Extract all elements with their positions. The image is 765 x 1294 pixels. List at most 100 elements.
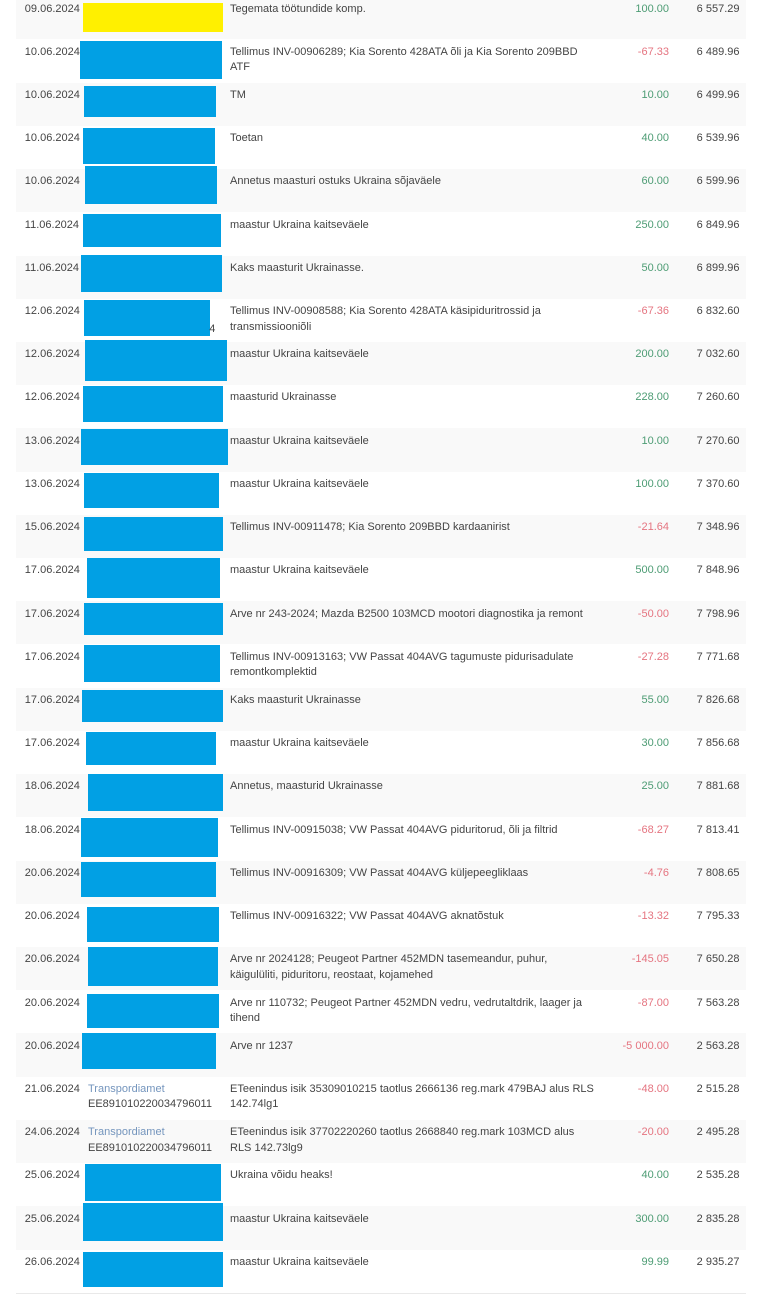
payer-name-link[interactable]: Transpordiamet	[88, 1082, 165, 1095]
transaction-date: 09.06.2024	[24, 2, 80, 15]
redaction-block-blue	[86, 557, 220, 598]
balance-after: 7 348.96	[696, 521, 740, 534]
transaction-row[interactable]: 26.06.2024 maastur Ukraina kaitseväele 9…	[16, 1250, 746, 1293]
transaction-row[interactable]: 15.06.2024 Tellimus INV-00911478; Kia So…	[16, 514, 746, 559]
transaction-amount: -20.00	[637, 1126, 669, 1139]
balance-after: 7 798.96	[696, 607, 740, 620]
transaction-amount: -27.28	[637, 650, 669, 663]
transaction-description: maastur Ukraina kaitseväele	[230, 1255, 369, 1268]
transaction-row[interactable]: 25.06.2024 Ukraina võidu heaks! 40.00 2 …	[16, 1163, 746, 1206]
transaction-row[interactable]: 20.06.2024 Arve nr 110732; Peugeot Partn…	[16, 990, 746, 1033]
transaction-row[interactable]: 21.06.2024 Transpordiamet EE891010220034…	[16, 1077, 746, 1120]
transaction-row[interactable]: 13.06.2024 maastur Ukraina kaitseväele 1…	[16, 428, 746, 472]
transaction-description: Tellimus INV-00906289; Kia Sorento 428AT…	[230, 45, 578, 74]
redaction-block-blue	[87, 773, 224, 811]
transaction-date: 25.06.2024	[24, 1169, 80, 1182]
redaction-block-blue	[84, 516, 224, 552]
transaction-date: 10.06.2024	[24, 175, 80, 188]
transaction-row[interactable]: 09.06.2024 Tegemata töötundide komp. 100…	[16, 0, 746, 40]
transaction-row[interactable]: 20.06.2024 Arve nr 2024128; Peugeot Part…	[16, 947, 746, 991]
transaction-row[interactable]: 11.06.2024 Kaks maasturit Ukrainasse. 50…	[16, 254, 746, 299]
redaction-block-blue	[83, 645, 220, 683]
transaction-amount: 200.00	[635, 348, 669, 361]
balance-after: 6 499.96	[696, 88, 740, 101]
transaction-date: 25.06.2024	[24, 1212, 80, 1225]
balance-after: 7 826.68	[696, 694, 740, 706]
transaction-description: Annetus maasturi ostuks Ukraina sõjaväel…	[230, 175, 441, 188]
transaction-row[interactable]: 20.06.2024 Tellimus INV-00916322; VW Pas…	[16, 904, 746, 947]
transaction-row[interactable]: 20.06.2024 Arve nr 1237 -5 000.00 2 563.…	[16, 1033, 746, 1077]
transaction-amount: -13.32	[637, 910, 669, 923]
transaction-row[interactable]: 12.06.2024 Tellimus INV-00908588; Kia So…	[16, 299, 746, 342]
redaction-block-blue	[82, 127, 216, 164]
transaction-description: ETeenindus isik 37702220260 taotlus 2668…	[230, 1126, 575, 1154]
transaction-row[interactable]: 12.06.2024 maastur Ukraina kaitseväele 2…	[16, 340, 746, 386]
transaction-description: maastur Ukraina kaitseväele	[230, 434, 369, 447]
transaction-date: 26.06.2024	[24, 1255, 80, 1268]
balance-after: 7 813.41	[696, 823, 740, 836]
transaction-row[interactable]: 10.06.2024 Toetan 40.00 6 539.96	[16, 126, 746, 169]
redaction-block-blue	[81, 690, 223, 723]
transaction-row[interactable]: 13.06.2024 maastur Ukraina kaitseväele 1…	[16, 472, 746, 515]
transaction-date: 11.06.2024	[24, 218, 80, 231]
balance-after: 7 032.60	[696, 348, 740, 361]
transaction-row[interactable]: 17.06.2024 Arve nr 243-2024; Mazda B2500…	[16, 601, 746, 645]
redaction-block-blue	[80, 429, 228, 465]
transaction-row[interactable]: 18.06.2024 Annetus, maasturid Ukrainasse…	[16, 773, 746, 818]
transaction-date: 10.06.2024	[24, 88, 80, 101]
transaction-amount: 50.00	[641, 261, 669, 274]
transaction-description: maastur Ukraina kaitseväele	[230, 564, 369, 577]
transaction-row[interactable]: 12.06.2024 maasturid Ukrainasse 228.00 7…	[16, 385, 746, 428]
transaction-date: 12.06.2024	[24, 305, 80, 318]
transaction-date: 17.06.2024	[24, 737, 80, 750]
redaction-block-blue	[81, 254, 222, 293]
transaction-row[interactable]: 17.06.2024 Kaks maasturit Ukrainasse 55.…	[16, 687, 746, 731]
transaction-date: 24.06.2024	[24, 1126, 80, 1139]
transaction-amount: -67.36	[637, 305, 669, 318]
balance-after: 6 599.96	[696, 175, 740, 188]
transaction-amount: 55.00	[641, 694, 669, 706]
payer-name-link[interactable]: Transpordiamet	[88, 1126, 165, 1139]
balance-after: 7 260.60	[696, 391, 740, 404]
redaction-block-blue	[83, 86, 216, 118]
transaction-row[interactable]: 10.06.2024 Tellimus INV-00906289; Kia So…	[16, 39, 746, 82]
payer-account: EE891010220034796011	[88, 1098, 212, 1111]
transaction-row[interactable]: 17.06.2024 Tellimus INV-00913163; VW Pas…	[16, 644, 746, 687]
transaction-row[interactable]: 20.06.2024 Tellimus INV-00916309; VW Pas…	[16, 860, 746, 904]
balance-after: 7 771.68	[696, 650, 740, 663]
redaction-block-blue	[86, 993, 219, 1029]
transaction-row[interactable]: 25.06.2024 maastur Ukraina kaitseväele 3…	[16, 1202, 746, 1250]
transaction-description: maastur Ukraina kaitseväele	[230, 1212, 369, 1225]
balance-after: 6 539.96	[696, 132, 740, 145]
balance-after: 7 881.68	[696, 780, 740, 793]
redaction-block-blue	[84, 300, 210, 336]
redaction-block-blue	[82, 1251, 224, 1288]
transaction-date: 20.06.2024	[24, 866, 80, 879]
transaction-date: 12.06.2024	[24, 391, 80, 404]
transaction-row[interactable]: 10.06.2024 Annetus maasturi ostuks Ukrai…	[16, 165, 746, 213]
balance-after: 2 515.28	[696, 1082, 740, 1095]
transaction-description: Tellimus INV-00913163; VW Passat 404AVG …	[230, 650, 574, 679]
transaction-row[interactable]: 11.06.2024 maastur Ukraina kaitseväele 2…	[16, 212, 746, 255]
transaction-row[interactable]: 17.06.2024 maastur Ukraina kaitseväele 3…	[16, 731, 746, 774]
transaction-row[interactable]: 10.06.2024 TM 10.00 6 499.96	[16, 82, 746, 126]
transaction-row[interactable]: 24.06.2024 Transpordiamet EE891010220034…	[16, 1119, 746, 1164]
transaction-row[interactable]: 18.06.2024 Tellimus INV-00915038; VW Pas…	[16, 817, 746, 860]
redaction-block-blue	[83, 473, 220, 509]
transaction-date: 10.06.2024	[24, 132, 80, 145]
balance-after: 2 563.28	[696, 1039, 740, 1052]
transaction-amount: 25.00	[641, 780, 669, 793]
transaction-amount: 250.00	[635, 218, 669, 231]
payer-cell: Transpordiamet EE891010220034796011	[88, 1125, 230, 1156]
redaction-block-blue	[87, 947, 218, 986]
transaction-date: 20.06.2024	[24, 1039, 80, 1052]
balance-after: 7 563.28	[696, 996, 740, 1009]
balance-after: 7 856.68	[696, 737, 740, 750]
transaction-amount: 30.00	[641, 737, 669, 750]
transaction-row[interactable]: 17.06.2024 maastur Ukraina kaitseväele 5…	[16, 557, 746, 601]
redaction-block-blue	[81, 1033, 217, 1069]
transaction-amount: -145.05	[631, 953, 669, 966]
transaction-description: maastur Ukraina kaitseväele	[230, 348, 369, 361]
payer-account: EE891010220034796011	[88, 1141, 212, 1154]
transaction-description: Tellimus INV-00908588; Kia Sorento 428AT…	[230, 305, 541, 333]
